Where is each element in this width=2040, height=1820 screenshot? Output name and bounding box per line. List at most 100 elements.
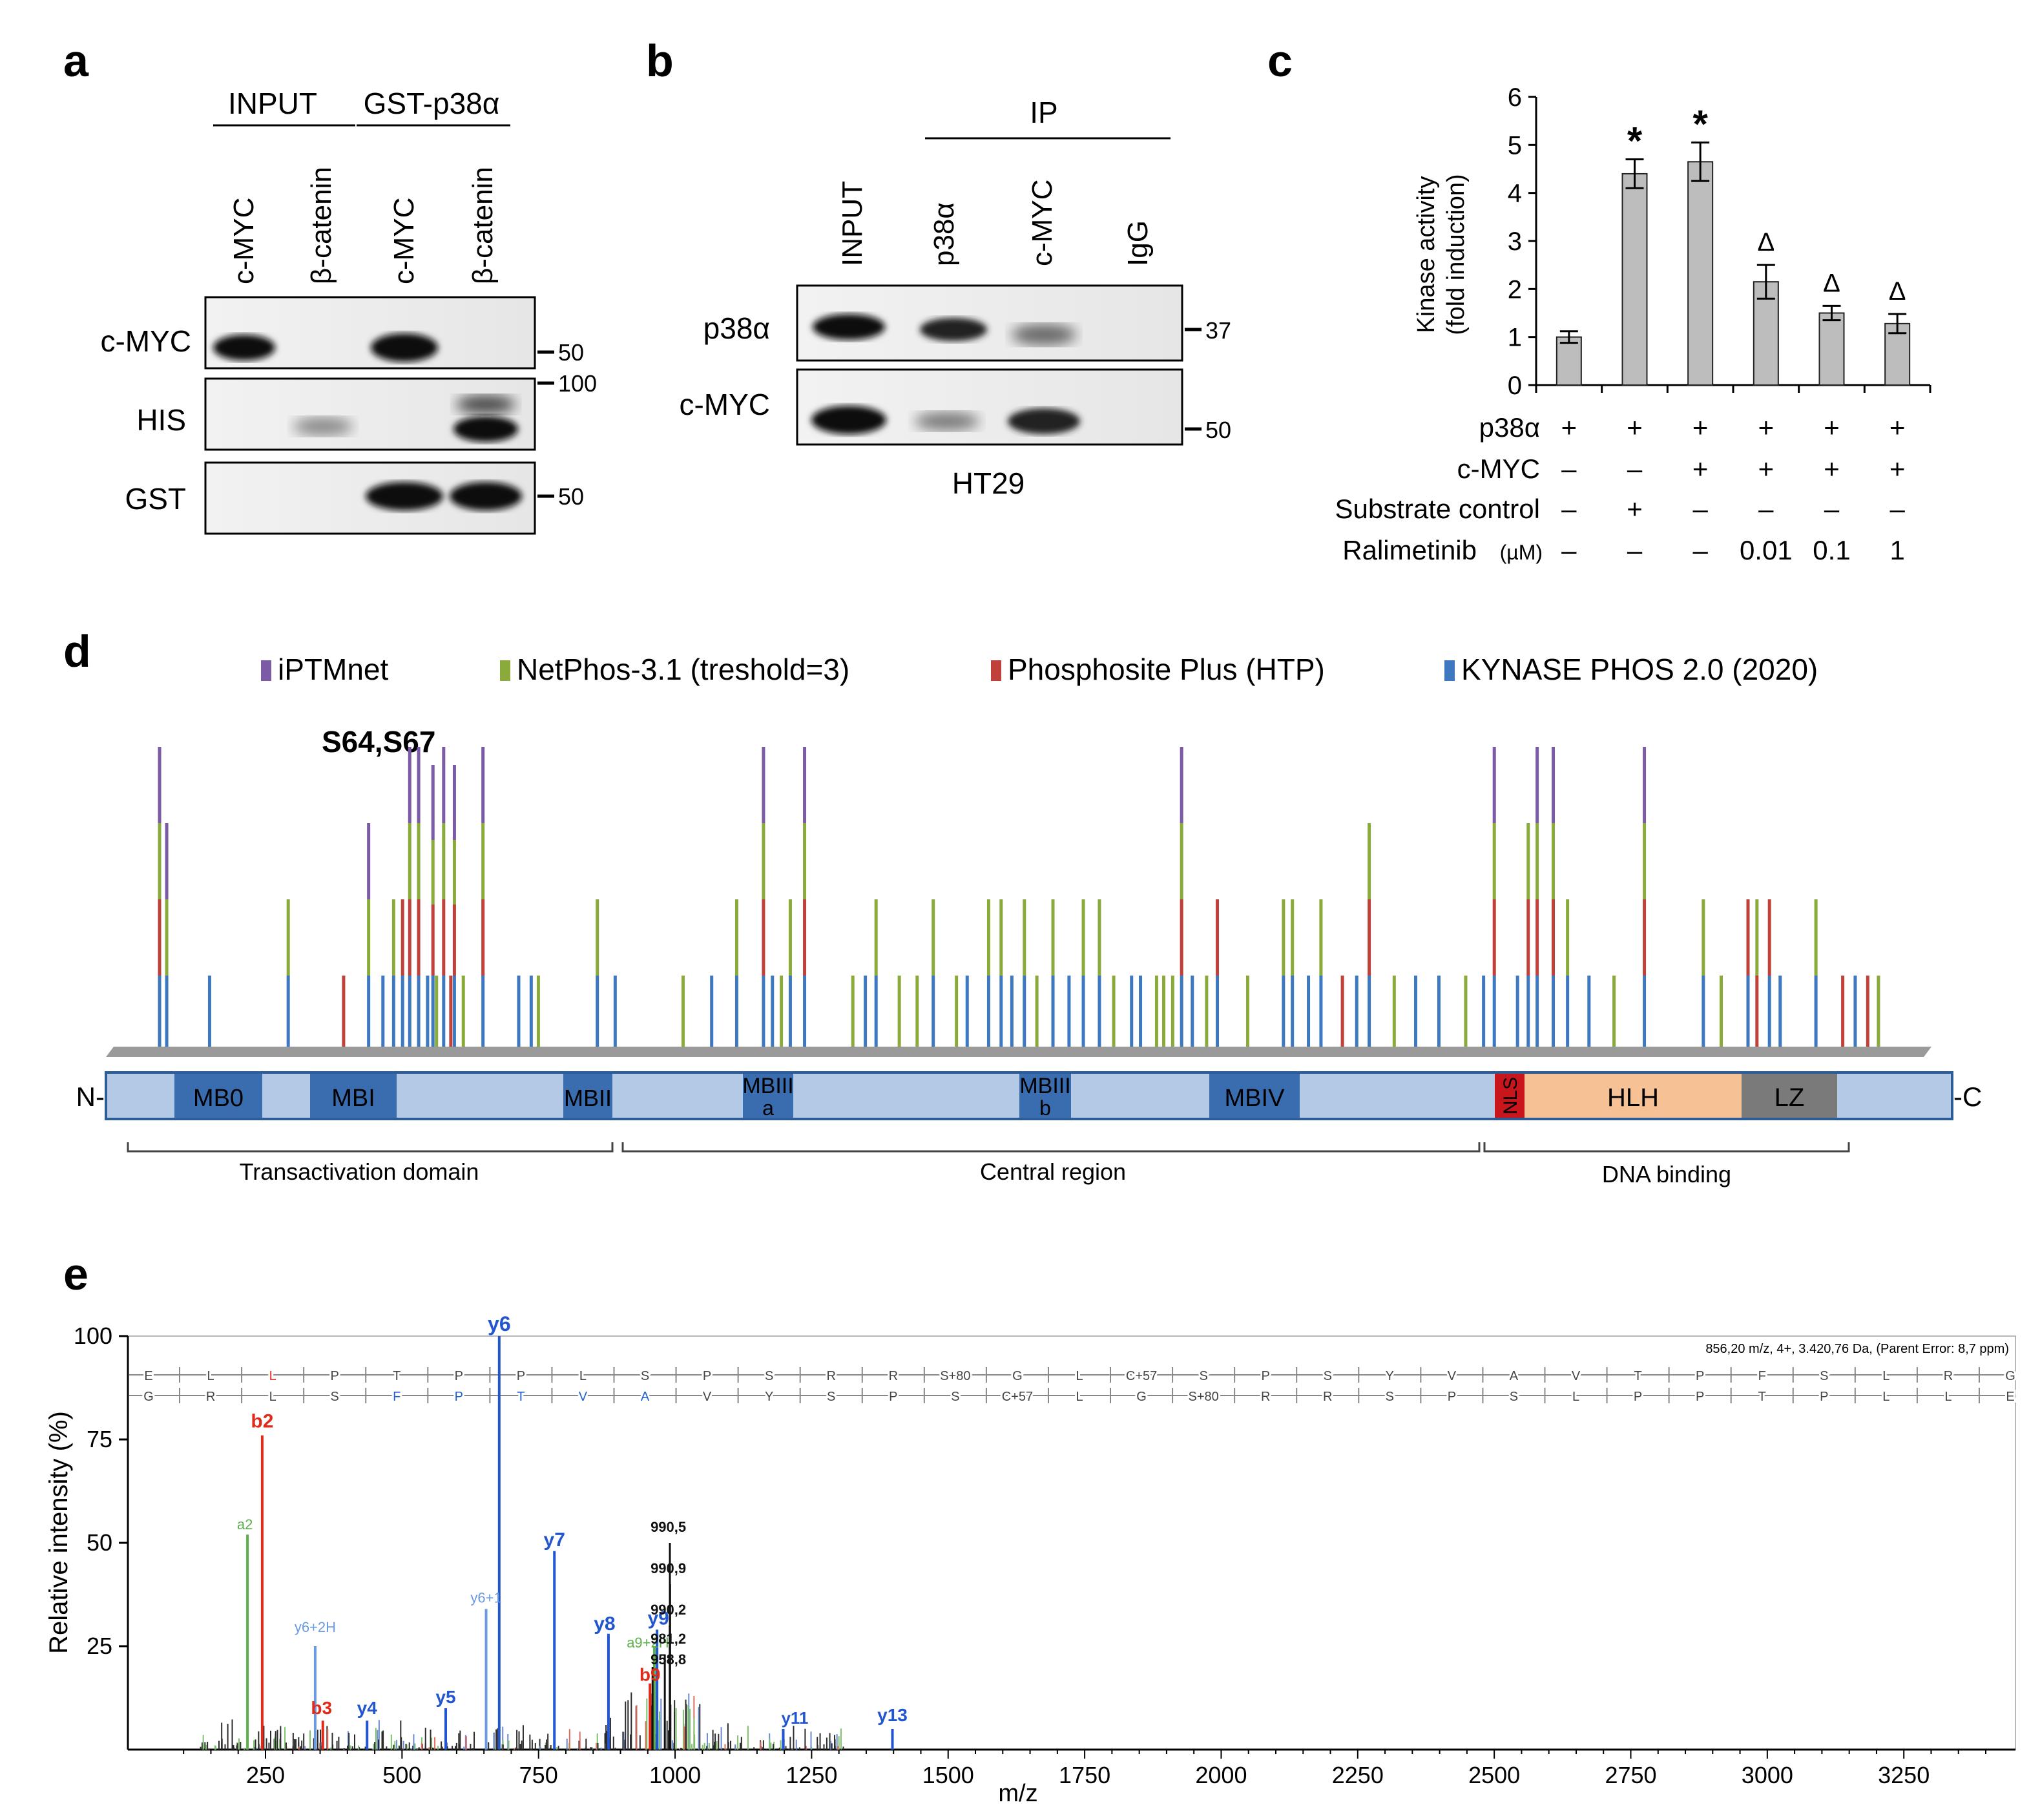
x-tick-label: 1000: [649, 1762, 701, 1788]
domain-label: LZ: [1775, 1083, 1805, 1112]
band: [293, 417, 353, 435]
bracket-central: [621, 1142, 1481, 1153]
peak-label: y4: [357, 1698, 378, 1718]
x-tick-label: 1250: [786, 1762, 837, 1788]
y-axis-label: (fold induction): [1442, 174, 1470, 335]
table-cell: +: [1824, 412, 1840, 443]
legend-swatch: [500, 660, 510, 681]
residue: S: [331, 1390, 339, 1404]
residue: V: [579, 1390, 588, 1404]
peak-label: y8: [594, 1613, 615, 1635]
residue: L: [269, 1390, 276, 1404]
residue: T: [1634, 1369, 1641, 1383]
residue: L: [1076, 1390, 1083, 1404]
domain-mbi: [310, 1074, 397, 1118]
panel-c: c Kinase activity (fold induction) 0 1 2 3 4…: [1267, 36, 1931, 565]
blot-a-cmyc: [204, 296, 536, 370]
domain-label: MBIII: [1019, 1074, 1070, 1098]
row-label: p38α: [703, 311, 770, 345]
residue: V: [1448, 1369, 1457, 1383]
c-terminus-label: -C: [1953, 1082, 1982, 1112]
table-row-label: p38α: [1479, 412, 1540, 443]
y-tick-label: 4: [1508, 180, 1522, 208]
residue: L: [1076, 1369, 1083, 1383]
residue: L: [207, 1369, 214, 1383]
residue: L: [1882, 1369, 1889, 1383]
lane-label: c-MYC: [388, 198, 420, 284]
domain-hlh: [1525, 1074, 1742, 1118]
table-cell: 0.1: [1813, 535, 1850, 565]
table-cell: –: [1824, 494, 1840, 524]
lane-label: β-catenin: [467, 167, 499, 284]
domain-label: MBII: [564, 1085, 612, 1111]
residue: F: [393, 1390, 401, 1404]
x-tick-label: 3250: [1878, 1762, 1930, 1788]
x-tick-label: 2000: [1195, 1762, 1247, 1788]
legend: iPTMnet NetPhos-3.1 (treshold=3) Phosphosi…: [261, 653, 1818, 686]
legend-label: NetPhos-3.1 (treshold=3): [517, 653, 849, 686]
residue: S: [827, 1390, 835, 1404]
y-tick-label: 2: [1508, 275, 1522, 304]
legend-swatch: [261, 660, 271, 681]
band: [371, 333, 438, 362]
residue: S: [765, 1369, 773, 1383]
bar: [1621, 173, 1648, 386]
peak-label: a9+2H: [627, 1635, 669, 1651]
domain-sublabel: a: [762, 1096, 774, 1120]
significance-marker: Δ: [1889, 277, 1906, 306]
legend-swatch: [991, 660, 1001, 681]
residue: S+80: [940, 1369, 970, 1383]
lane-label: p38α: [928, 202, 960, 266]
treatment-table: p38α + + + + + +c-MYC – – + + + +Substrate control – +…: [1335, 412, 1905, 565]
x-tick-label: 2750: [1605, 1762, 1656, 1788]
row-label: c-MYC: [100, 324, 191, 358]
precursor-info: 856,20 m/z, 4+, 3.420,76 Da, (Parent Err…: [1705, 1342, 2009, 1356]
band: [915, 412, 979, 430]
panel-e-letter: e: [63, 1249, 88, 1299]
peak-label: 958,8: [651, 1651, 686, 1668]
region-label: Transactivation domain: [240, 1158, 479, 1185]
n-terminus-label: N-: [76, 1082, 105, 1112]
domain-mbiii-a: [743, 1074, 793, 1118]
peak-label: y6: [488, 1312, 511, 1335]
peak-label: b2: [251, 1411, 273, 1432]
peak-label: b9: [640, 1665, 661, 1685]
peak-label: y6+2H: [295, 1619, 336, 1635]
residue: S: [1199, 1369, 1207, 1383]
panel-e: e Relative intensity (%) m/z 856,20 m/z,…: [45, 1249, 2017, 1807]
ip-label: IP: [1030, 96, 1057, 129]
peak-label: y5: [435, 1687, 455, 1707]
bracket-transactivation: [127, 1142, 614, 1153]
y-tick-label: 75: [87, 1426, 112, 1452]
legend-label: KYNASE PHOS 2.0 (2020): [1461, 653, 1818, 686]
residue: L: [1882, 1390, 1889, 1404]
residue: P: [517, 1369, 525, 1383]
residue: G: [1136, 1390, 1147, 1404]
domain-mbii: [563, 1074, 612, 1118]
residue: S: [641, 1369, 649, 1383]
peak-label: 990,5: [651, 1519, 686, 1535]
table-cell: –: [1692, 494, 1708, 524]
table-cell: 1: [1889, 535, 1904, 565]
x-tick-label: 1750: [1059, 1762, 1110, 1788]
y-tick-label: 1: [1508, 324, 1522, 352]
residue: L: [1572, 1390, 1579, 1404]
residue: L: [579, 1369, 587, 1383]
lane-label: c-MYC: [228, 198, 260, 284]
domain-label: HLH: [1607, 1083, 1659, 1112]
region-label: Central region: [980, 1158, 1126, 1185]
residue: E: [144, 1369, 152, 1383]
band: [213, 335, 275, 361]
table-cell: –: [1561, 535, 1577, 565]
residue: A: [1510, 1369, 1519, 1383]
unit-label: (µM): [1500, 541, 1543, 564]
residue: P: [1696, 1369, 1704, 1383]
y-tick-label: 25: [87, 1633, 112, 1659]
row-label: c-MYC: [679, 388, 770, 421]
peak-label: y7: [544, 1529, 565, 1551]
highlight-label: S64,S67: [322, 725, 435, 758]
significance-marker: *: [1692, 103, 1708, 146]
residue: E: [2006, 1390, 2014, 1404]
domain-label: NLS: [1500, 1077, 1521, 1114]
table-cell: +: [1758, 454, 1775, 484]
